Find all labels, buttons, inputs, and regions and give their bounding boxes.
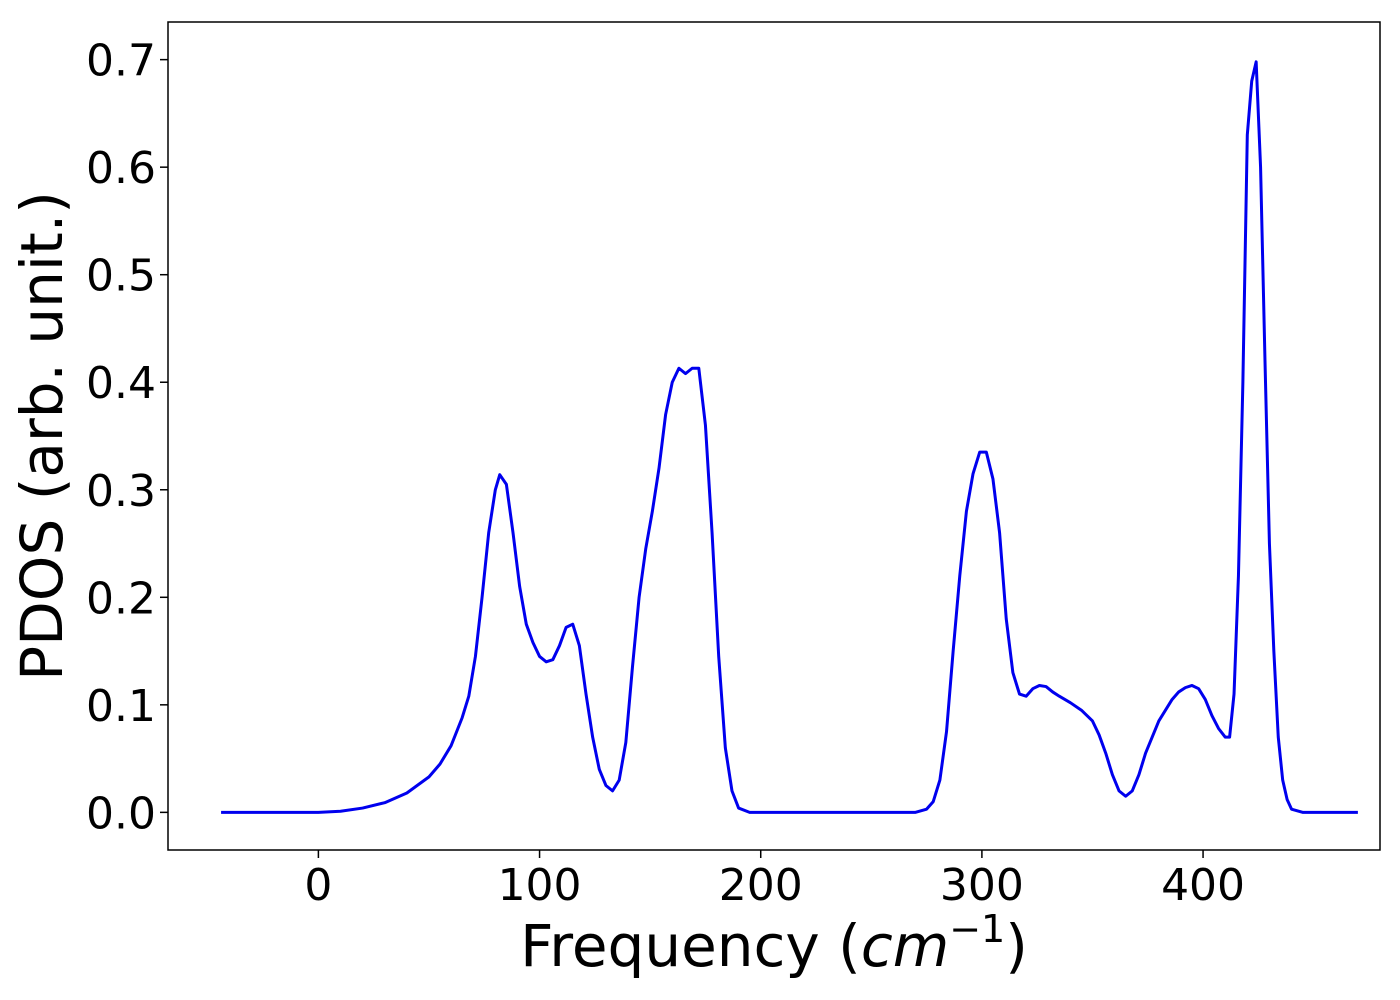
y-tick-label-5: 0.5	[86, 251, 156, 302]
x-tick-label-4: 400	[1161, 860, 1245, 911]
y-tick-label-7: 0.7	[86, 36, 156, 87]
y-axis-label: PDOS (arb. unit.)	[8, 191, 76, 681]
x-tick-label-0: 0	[304, 860, 332, 911]
plot-area	[221, 60, 1358, 814]
series-line-0	[221, 60, 1358, 814]
axes: 0 100 200 300 400 0.0 0.1 0.2 0.3 0.4 0.5 0.6 0.7	[86, 21, 1381, 911]
y-tick-label-0: 0.0	[86, 788, 156, 839]
y-tick-label-2: 0.2	[86, 573, 156, 624]
x-axis-label: Frequency (cm−1)	[520, 907, 1028, 980]
x-tick-label-2: 200	[719, 860, 803, 911]
x-tick-label-3: 300	[940, 860, 1024, 911]
y-tick-label-1: 0.1	[86, 681, 156, 732]
y-tick-label-4: 0.4	[86, 358, 156, 409]
x-tick-label-1: 100	[498, 860, 582, 911]
y-tick-label-3: 0.3	[86, 466, 156, 517]
y-tick-label-6: 0.6	[86, 143, 156, 194]
plot-frame	[167, 21, 1381, 851]
